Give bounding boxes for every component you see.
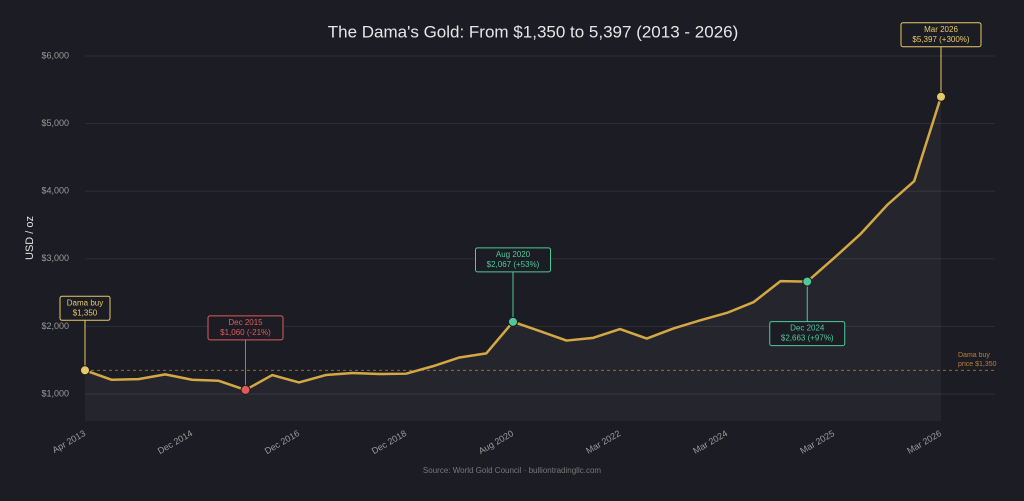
marker (936, 91, 946, 102)
annotation-box (900, 22, 982, 48)
area (85, 96, 941, 421)
y-tick-label: $5,000 (41, 118, 69, 128)
annotation-text: $5,397 (+300%) (912, 35, 969, 44)
annotation-box (475, 247, 551, 273)
chart-title: The Dama's Gold: From $1,350 to 5,397 (2… (328, 22, 739, 41)
x-tick-label: Apr 2013 (51, 428, 88, 455)
x-tick-label: Dec 2014 (156, 428, 194, 456)
reference-label: price $1,350 (958, 361, 997, 368)
marker (240, 384, 251, 395)
marker (80, 365, 90, 376)
annotation-box (769, 321, 846, 347)
x-tick-label: Mar 2026 (905, 428, 943, 456)
reference-label: Dama buy (958, 352, 990, 359)
annotation-text: $2,663 (+97%) (781, 334, 834, 343)
annotation-text: Dec 2024 (790, 324, 825, 333)
x-tick-label: Mar 2022 (584, 428, 622, 456)
marker (508, 316, 518, 327)
y-tick-label: $6,000 (41, 50, 69, 60)
y-tick-label: $4,000 (41, 186, 69, 196)
x-tick-label: Dec 2016 (263, 428, 301, 456)
annotation-box (59, 295, 111, 321)
x-tick-label: Mar 2025 (798, 428, 836, 456)
x-tick-label: Mar 2024 (691, 428, 729, 456)
annotation-text: $2,067 (+53%) (487, 260, 540, 269)
annotation-text: $1,350 (73, 308, 98, 317)
annotation-box (207, 315, 284, 341)
x-tick-label: Dec 2018 (370, 428, 408, 456)
source: Source: World Gold Council · bulliontrad… (423, 466, 601, 475)
marker (802, 276, 813, 287)
x-tick-label: Aug 2020 (477, 428, 515, 456)
y-tick-label: $3,000 (41, 253, 69, 263)
annotation-text: Mar 2026 (924, 25, 958, 34)
annotation-text: Dama buy (67, 298, 103, 307)
annotation-text: Aug 2020 (496, 250, 531, 259)
annotation-text: $1,060 (-21%) (220, 328, 271, 337)
annotation-text: Dec 2015 (228, 318, 263, 327)
y-tick-label: $1,000 (41, 388, 69, 398)
y-tick-label: $2,000 (41, 321, 69, 331)
y-axis-label: USD / oz (24, 216, 36, 260)
